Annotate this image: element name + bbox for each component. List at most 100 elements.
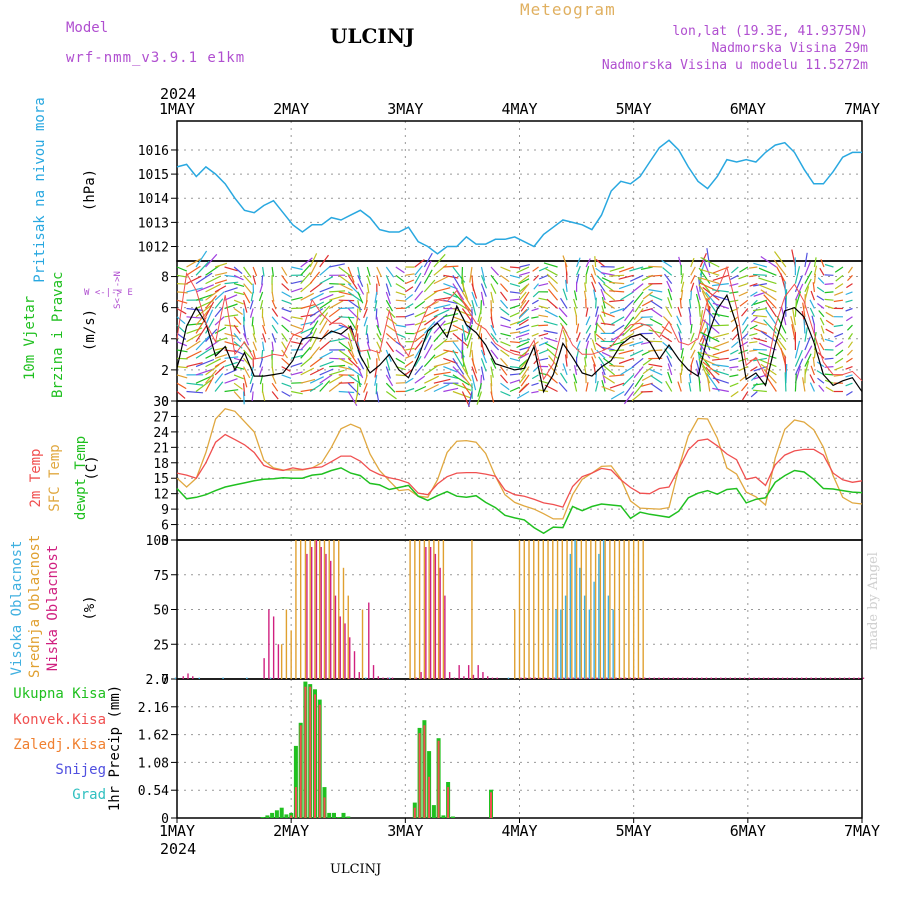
wind-arrow bbox=[242, 308, 246, 322]
wind-arrow bbox=[813, 273, 816, 284]
wind-arrow bbox=[347, 274, 358, 290]
wind-arrow bbox=[414, 347, 422, 359]
wind-arrow bbox=[319, 380, 331, 392]
wind-arrow bbox=[271, 341, 274, 352]
wind-arrow bbox=[443, 366, 458, 373]
wind-arrow bbox=[414, 272, 422, 284]
wind-arrow bbox=[461, 299, 474, 314]
wind-arrow bbox=[490, 324, 497, 336]
precip-bar bbox=[418, 733, 421, 818]
wind-arrow bbox=[548, 280, 559, 293]
wind-arrow bbox=[281, 382, 292, 388]
wind-arrow bbox=[251, 391, 254, 402]
wind-arrow bbox=[186, 316, 204, 319]
wind-arrow bbox=[328, 374, 344, 384]
wind-arrow bbox=[760, 363, 777, 376]
wind-arrow bbox=[533, 274, 539, 282]
wind-arrow bbox=[385, 308, 396, 319]
wind-arrow bbox=[649, 294, 663, 301]
y-tick-label: 0 bbox=[161, 673, 169, 688]
wind-arrow bbox=[825, 386, 834, 393]
y-tick-label: 27 bbox=[153, 410, 169, 425]
lonlat-label: lon,lat (19.3E, 41.9375N) bbox=[672, 24, 868, 39]
wind-arrow bbox=[252, 349, 257, 360]
wind-arrow bbox=[300, 257, 313, 268]
wind-arrow bbox=[414, 281, 422, 293]
wind-arrow bbox=[452, 283, 465, 301]
wind-arrow bbox=[375, 383, 378, 395]
wind-arrow bbox=[609, 266, 625, 272]
wind-arrow bbox=[395, 291, 406, 296]
wind-arrow bbox=[251, 316, 254, 327]
wind-arrow bbox=[834, 332, 844, 338]
wind-arrow bbox=[559, 297, 568, 309]
wind-compass-we: W <-|-> E bbox=[84, 288, 133, 298]
wind-arrow bbox=[824, 283, 834, 285]
wind-arrow bbox=[509, 312, 520, 318]
wind-arrow bbox=[281, 333, 288, 342]
wind-arrow bbox=[176, 349, 188, 353]
wind-arrow bbox=[461, 382, 473, 398]
wind-arrow bbox=[601, 386, 615, 393]
y-tick-label: 1016 bbox=[138, 144, 169, 159]
wind-arrow bbox=[443, 329, 459, 334]
wind-arrow bbox=[753, 262, 768, 268]
wind-arrow bbox=[824, 263, 834, 268]
precip-bar bbox=[327, 812, 332, 818]
wind-arrow bbox=[385, 266, 395, 278]
wind-arrow bbox=[688, 299, 692, 309]
wind-arrow bbox=[224, 356, 239, 359]
wind-arrow bbox=[466, 333, 473, 349]
wind-arrow bbox=[281, 349, 288, 359]
wind-arrow bbox=[817, 377, 825, 384]
wind-arrow bbox=[773, 334, 787, 351]
wind-arrow bbox=[300, 326, 315, 334]
y-tick-label: 0 bbox=[161, 812, 169, 827]
wind-arrow bbox=[414, 365, 424, 376]
wind-arrow bbox=[690, 274, 696, 284]
wind-arrow bbox=[794, 373, 797, 392]
wind-arrow bbox=[622, 299, 635, 312]
y-tick-label: 6 bbox=[161, 302, 169, 317]
wind-arrow bbox=[699, 351, 720, 359]
wind-arrow bbox=[533, 349, 539, 356]
wind-arrow bbox=[820, 259, 825, 268]
wind-arrow bbox=[573, 290, 578, 301]
wind-arrow bbox=[366, 266, 371, 277]
y-tick-label: 21 bbox=[153, 441, 169, 456]
wind-arrow bbox=[749, 324, 758, 330]
wind-arrow bbox=[319, 286, 334, 293]
x-tick-label-bottom: 5MAY bbox=[616, 822, 652, 840]
wind-arrow bbox=[357, 275, 364, 287]
wind-arrow bbox=[640, 390, 653, 393]
wind-arrow bbox=[595, 380, 599, 392]
wind-arrow bbox=[531, 316, 539, 319]
wind-arrow bbox=[810, 290, 815, 301]
wind-arrow bbox=[376, 275, 381, 287]
wind-arrow bbox=[214, 359, 227, 368]
wind-arrow bbox=[490, 358, 497, 369]
wind-arrow bbox=[452, 332, 469, 347]
wind-arrow bbox=[319, 374, 333, 384]
wind-arrow bbox=[309, 320, 319, 334]
wind-arrow bbox=[224, 361, 238, 368]
wind-arrow bbox=[424, 383, 439, 393]
wind-arrow bbox=[249, 308, 254, 318]
wind-arrow bbox=[186, 275, 202, 285]
wind-arrow bbox=[509, 274, 521, 279]
precip-bar bbox=[270, 812, 275, 818]
wind-arrow bbox=[509, 320, 521, 326]
wind-arrow bbox=[680, 347, 684, 359]
precip-bar bbox=[299, 725, 302, 818]
wind-arrow bbox=[195, 250, 208, 268]
wind-arrow bbox=[730, 274, 739, 281]
wind-arrow bbox=[634, 374, 644, 388]
precip-bar bbox=[336, 817, 341, 818]
wind-arrow bbox=[741, 391, 749, 401]
wind-arrow bbox=[195, 335, 210, 351]
wind-arrow bbox=[271, 316, 279, 325]
wind-arrow bbox=[480, 266, 486, 281]
wind-arrow bbox=[309, 367, 324, 376]
wind-arrow bbox=[824, 357, 834, 360]
wind-arrow bbox=[845, 291, 853, 296]
